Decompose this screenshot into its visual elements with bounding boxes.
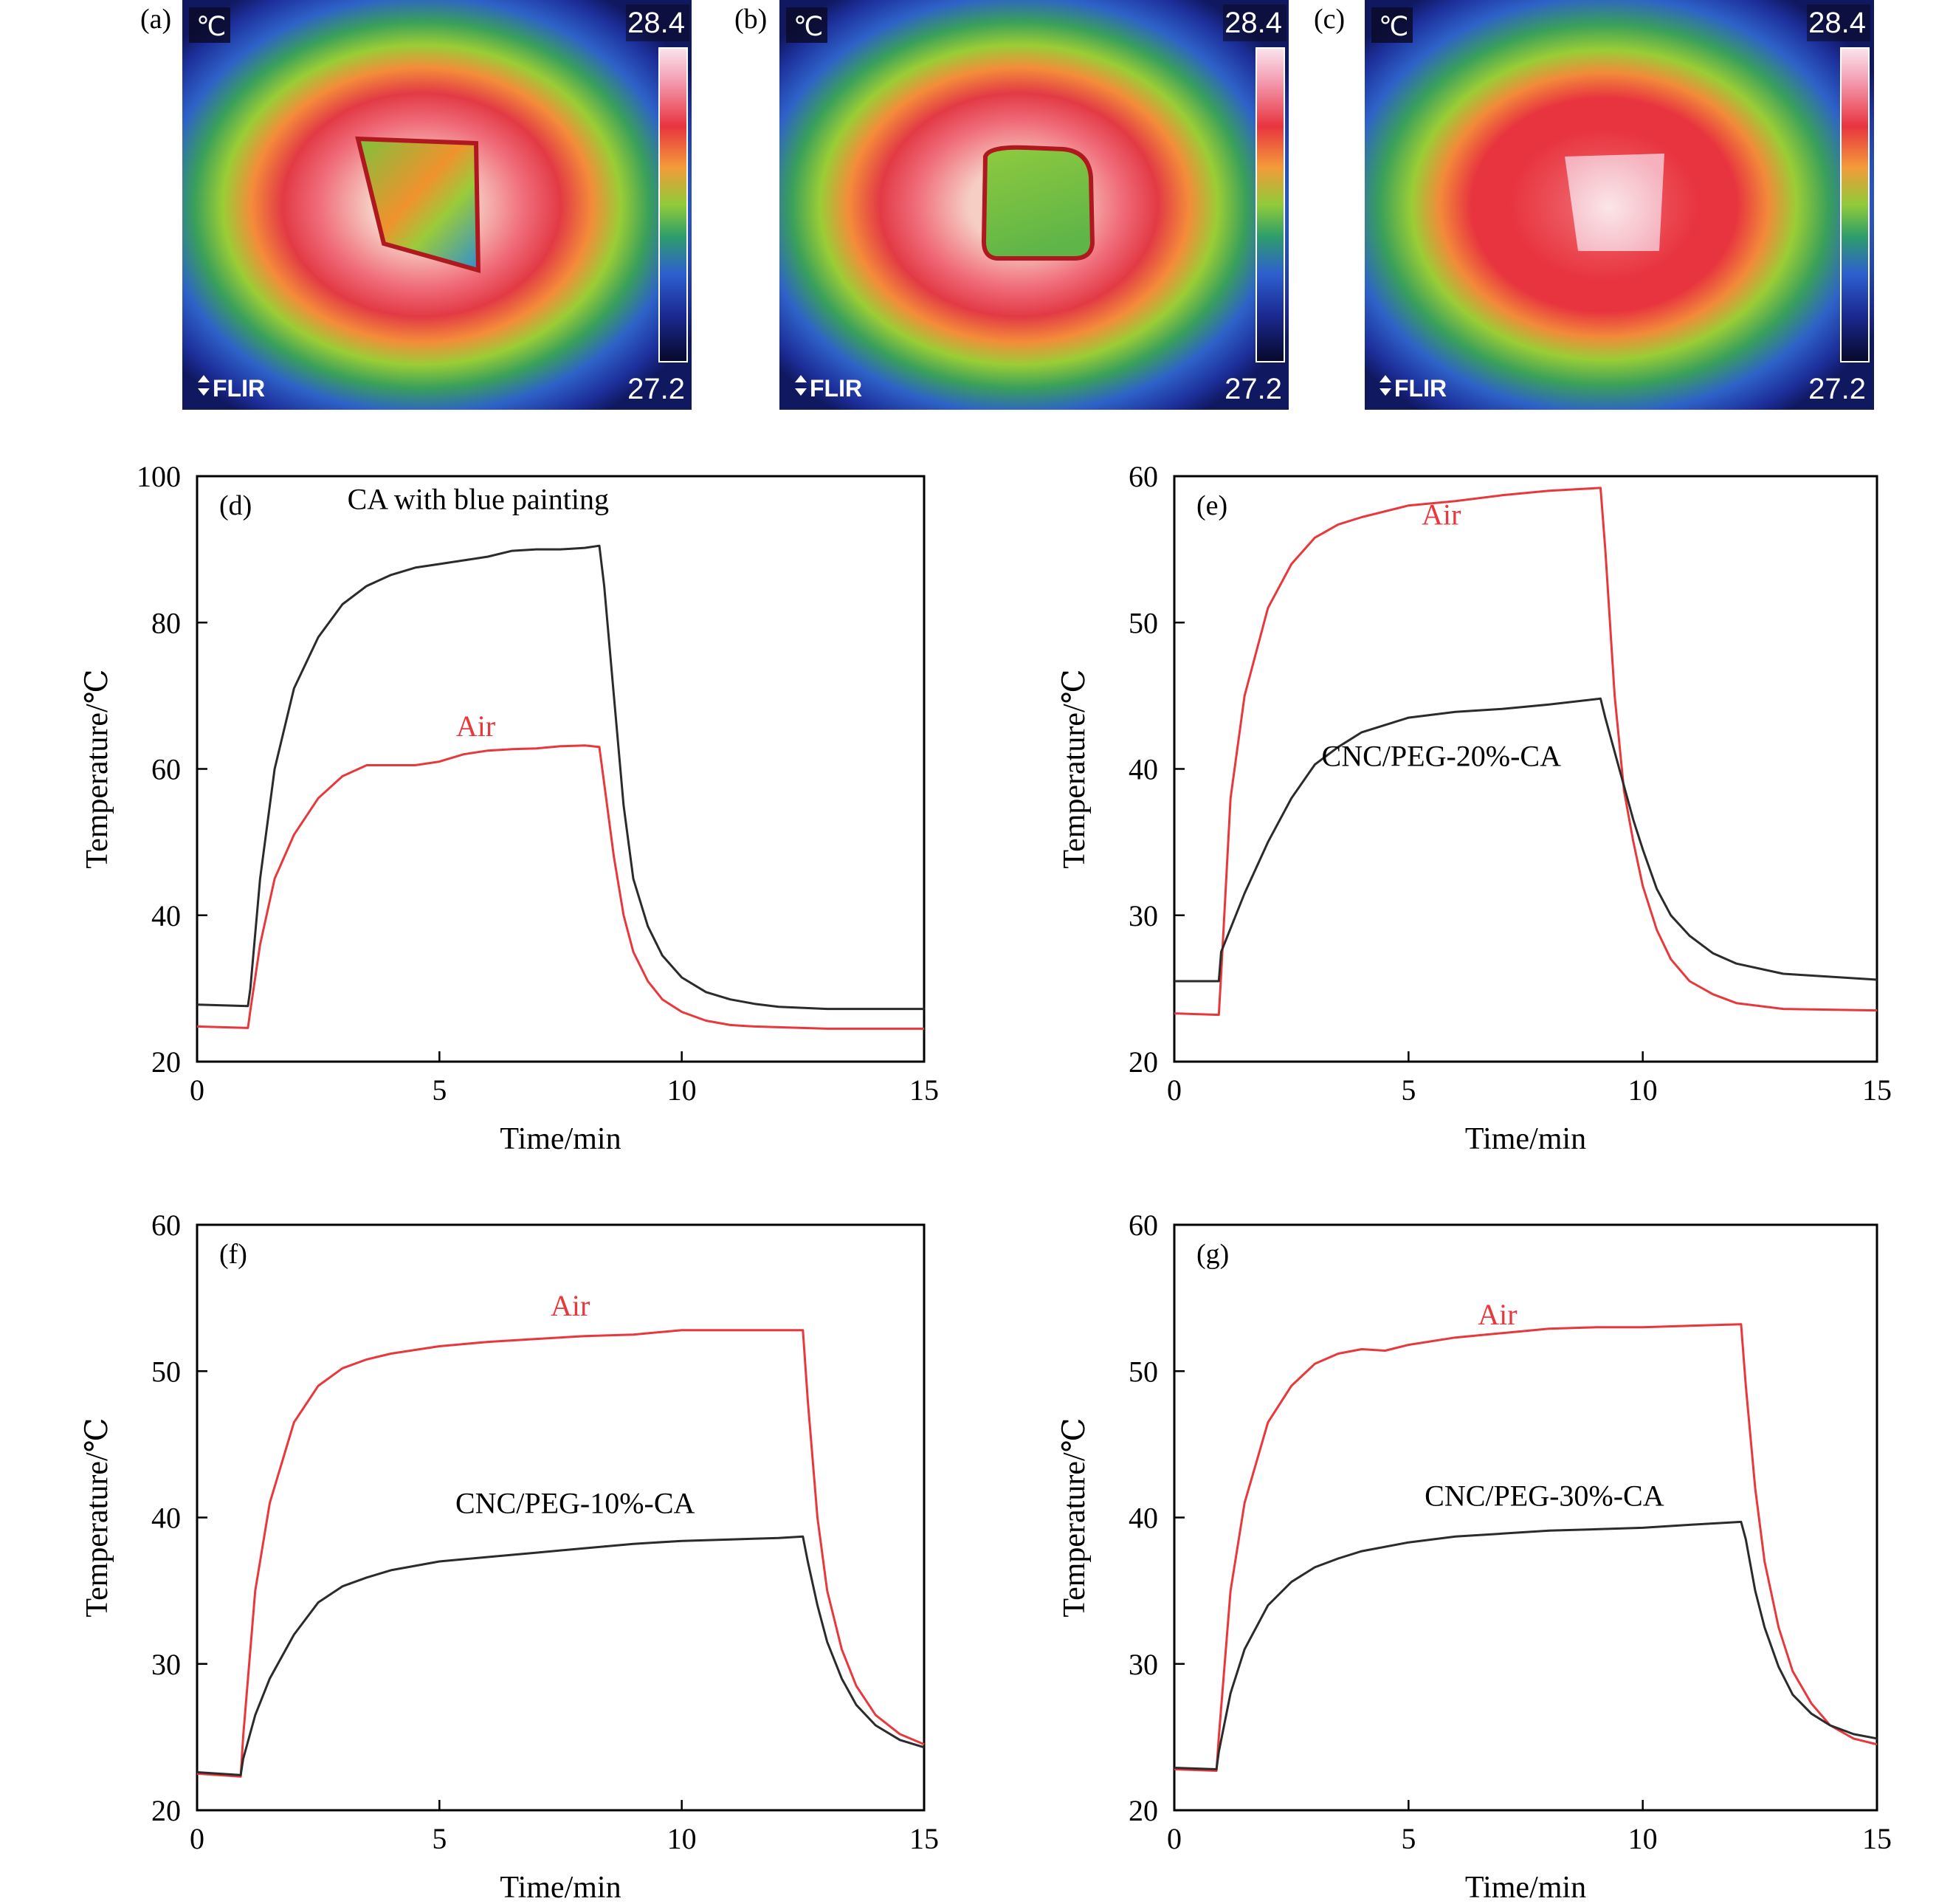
y-axis-title: Temperature/℃ (80, 1417, 114, 1617)
series-label: Air (1478, 1298, 1517, 1331)
unit-label: ℃ (196, 11, 226, 41)
y-tick-label: 60 (1129, 460, 1158, 493)
thermal-image-a: (a) ℃ 28.4 27.2 FLIR (140, 0, 692, 410)
min-temp-label: 27.2 (1224, 373, 1282, 405)
x-axis-title: Time/min (1465, 1871, 1586, 1904)
plot-frame (1173, 1223, 1878, 1812)
series-label: CNC/PEG-30%-CA (1425, 1479, 1664, 1513)
panel-letter: (f) (219, 1239, 247, 1270)
flir-logo-icon (795, 375, 807, 396)
chart-panel-f: 0 5 10 15 20 30 40 50 60 Time/min Temperature/℃ (f)… (80, 1209, 939, 1904)
series-label: Air (551, 1289, 590, 1322)
thermal-image-c: (c) ℃ 28.4 27.2 FLIR (1314, 0, 1874, 410)
flir-brand-label: FLIR (810, 375, 862, 402)
series-line (196, 1329, 925, 1778)
min-temp-label: 27.2 (1808, 373, 1866, 405)
y-tick-label: 50 (1129, 1355, 1158, 1388)
x-tick-label: 15 (909, 1073, 939, 1107)
max-temp-label: 28.4 (1224, 7, 1282, 39)
sample-square-c (1565, 154, 1664, 251)
plot-frame (196, 475, 926, 1063)
thermal-image-b: (b) ℃ 28.4 27.2 FLIR (734, 0, 1289, 410)
flir-logo-icon (198, 375, 210, 396)
x-tick-label: 5 (1401, 1822, 1416, 1855)
x-tick-label: 10 (667, 1073, 697, 1107)
series-label: Air (1422, 498, 1461, 531)
y-tick-label: 20 (151, 1045, 181, 1079)
y-tick-label: 40 (1129, 753, 1158, 786)
y-tick-label: 50 (151, 1355, 181, 1388)
x-tick-label: 0 (1167, 1822, 1182, 1855)
x-axis-title: Time/min (500, 1871, 621, 1904)
series-label: CA with blue painting (348, 483, 609, 516)
sample-square-b (981, 145, 1095, 261)
x-axis-title: Time/min (500, 1122, 621, 1156)
x-tick-label: 5 (432, 1073, 447, 1107)
y-tick-label: 20 (151, 1794, 181, 1827)
series-label: Air (456, 709, 495, 743)
x-tick-label: 5 (1401, 1073, 1416, 1107)
panel-letter: (e) (1196, 490, 1227, 521)
panel-letter-a: (a) (140, 4, 171, 35)
y-tick-label: 30 (151, 1648, 181, 1681)
y-tick-label: 60 (1129, 1209, 1158, 1242)
y-tick-label: 30 (1129, 899, 1158, 932)
y-tick-label: 40 (151, 1502, 181, 1535)
series-label: CNC/PEG-20%-CA (1322, 740, 1562, 773)
panel-letter: (d) (219, 490, 252, 521)
y-tick-label: 60 (151, 753, 181, 786)
y-tick-label: 20 (1129, 1045, 1158, 1079)
unit-label: ℃ (1379, 11, 1408, 41)
y-tick-label: 80 (151, 606, 181, 639)
series-line (1174, 1520, 1878, 1770)
max-temp-label: 28.4 (627, 7, 685, 39)
sample-square-a (355, 136, 481, 273)
min-temp-label: 27.2 (627, 373, 685, 405)
chart-panel-g: 0 5 10 15 20 30 40 50 60 Time/min Temperature/℃ (g)… (1058, 1209, 1892, 1904)
panel-letter-c: (c) (1314, 4, 1345, 35)
x-tick-label: 10 (667, 1822, 697, 1855)
series-line (1174, 1323, 1878, 1772)
chart-panel-d: 0 5 10 15 20 40 60 80 100 Time/min Temperature/℃ (d… (80, 460, 939, 1156)
panel-letter-b: (b) (734, 4, 767, 35)
unit-label: ℃ (793, 11, 823, 41)
series-line (1174, 487, 1878, 1017)
flir-brand-label: FLIR (213, 375, 265, 402)
series-line (1174, 697, 1878, 983)
series-label: CNC/PEG-10%-CA (455, 1487, 695, 1520)
y-axis-title: Temperature/℃ (1058, 669, 1092, 868)
y-tick-label: 30 (1129, 1648, 1158, 1681)
x-tick-label: 10 (1628, 1073, 1658, 1107)
x-tick-label: 0 (190, 1822, 204, 1855)
series-line (196, 544, 924, 1011)
x-tick-label: 0 (190, 1073, 204, 1107)
flir-brand-label: FLIR (1394, 375, 1447, 402)
y-axis-title: Temperature/℃ (1058, 1417, 1092, 1617)
x-tick-label: 15 (909, 1822, 939, 1855)
color-scale-bar (1256, 47, 1285, 362)
y-tick-label: 50 (1129, 606, 1158, 639)
panel-letter: (g) (1196, 1239, 1229, 1270)
y-tick-label: 40 (1129, 1502, 1158, 1535)
chart-panel-e: 0 5 10 15 20 30 40 50 60 Time/min Temperature/℃ (e)… (1058, 460, 1892, 1156)
x-tick-label: 0 (1167, 1073, 1182, 1107)
max-temp-label: 28.4 (1808, 7, 1866, 39)
x-tick-label: 15 (1862, 1073, 1892, 1107)
color-scale-bar (1840, 47, 1870, 362)
y-axis-title: Temperature/℃ (80, 669, 114, 868)
color-scale-bar (658, 47, 688, 362)
x-tick-label: 5 (432, 1822, 447, 1855)
series-line (196, 744, 924, 1030)
y-tick-label: 20 (1129, 1794, 1158, 1827)
x-tick-label: 10 (1628, 1822, 1658, 1855)
x-tick-label: 15 (1862, 1822, 1892, 1855)
flir-logo-icon (1380, 375, 1391, 396)
x-axis-title: Time/min (1465, 1122, 1586, 1156)
series-line (196, 1535, 925, 1776)
y-tick-label: 60 (151, 1209, 181, 1242)
y-tick-label: 100 (137, 460, 181, 493)
y-tick-label: 40 (151, 899, 181, 932)
